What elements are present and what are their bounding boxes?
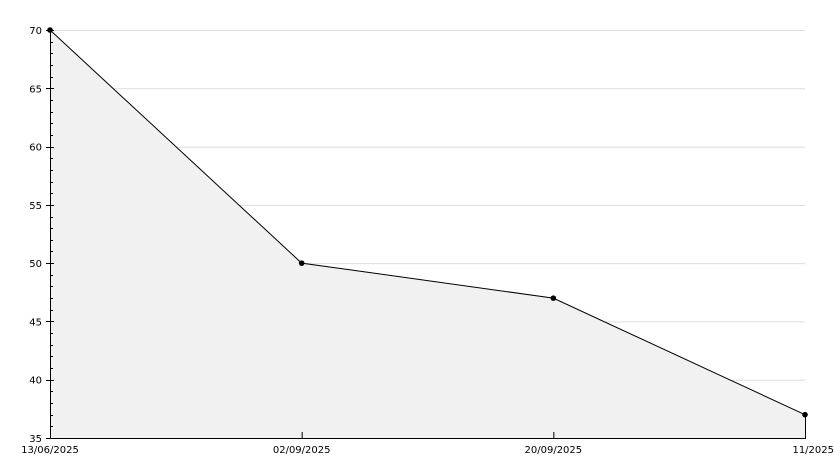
x-tick-label: 11/2025 bbox=[792, 445, 834, 456]
x-tick-label: 20/09/2025 bbox=[525, 445, 583, 456]
y-tick-label: 40 bbox=[29, 376, 42, 387]
y-tick-label: 50 bbox=[29, 259, 42, 270]
axes bbox=[46, 30, 806, 439]
y-tick-label: 45 bbox=[29, 317, 42, 328]
x-tick-label: 13/06/2025 bbox=[21, 445, 79, 456]
y-tick-label: 60 bbox=[29, 143, 42, 154]
y-tick-label: 35 bbox=[29, 434, 42, 445]
series-line bbox=[49, 29, 806, 416]
y-tick-label: 70 bbox=[29, 26, 42, 37]
data-point bbox=[298, 260, 305, 266]
data-point bbox=[47, 27, 53, 33]
x-tick-label: 02/09/2025 bbox=[273, 445, 331, 456]
area-fill bbox=[50, 30, 805, 438]
x-axis-labels: 13/06/2025 02/09/2025 20/09/2025 11/2025 bbox=[21, 445, 834, 456]
data-points bbox=[47, 27, 808, 418]
data-point bbox=[802, 411, 808, 418]
y-tick-label: 55 bbox=[29, 201, 42, 212]
data-point bbox=[550, 295, 557, 301]
y-axis-labels: 35 40 45 50 55 60 65 70 bbox=[29, 26, 42, 445]
y-tick-label: 65 bbox=[29, 84, 42, 95]
